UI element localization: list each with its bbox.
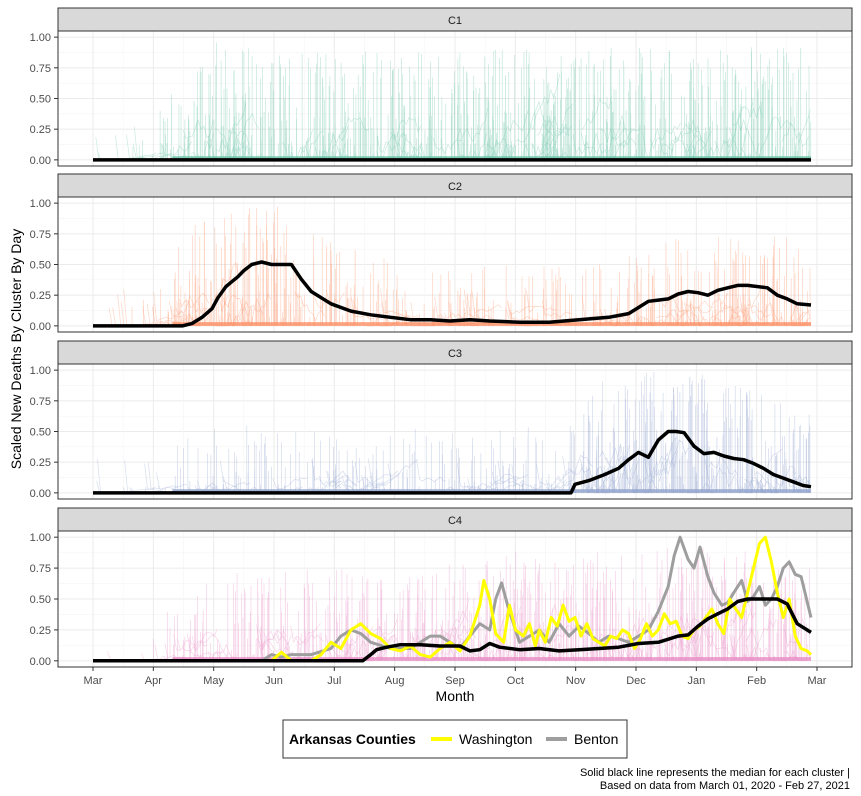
facet-panel-c4: C4 xyxy=(57,507,853,668)
median-line-c4 xyxy=(93,597,812,663)
facet-strip-label: C4 xyxy=(448,515,462,527)
y-tick-label: 1.00 xyxy=(30,32,51,44)
y-tick-label: 0.25 xyxy=(30,124,51,136)
panel-data xyxy=(93,535,813,663)
y-tick-label: 1.00 xyxy=(30,198,51,210)
legend-box xyxy=(282,719,628,759)
x-tick-label: Oct xyxy=(507,675,524,687)
facet-panel-c2: C2 xyxy=(57,173,853,333)
caption-line-2: Based on data from March 01, 2020 - Feb … xyxy=(600,780,850,792)
gridlines xyxy=(58,364,852,499)
y-tick-label: 0.75 xyxy=(30,229,51,241)
y-tick-label: 0.00 xyxy=(30,155,51,167)
legend-title: Arkansas Counties xyxy=(289,731,416,747)
y-axis-c4: 0.00 0.25 0.50 0.75 1.00 xyxy=(30,532,58,668)
facet-strip-label: C1 xyxy=(448,15,462,27)
y-tick-label: 0.25 xyxy=(30,457,51,469)
y-tick-label: 0.25 xyxy=(30,290,51,302)
x-tick-label: Aug xyxy=(385,675,405,687)
y-tick-label: 0.75 xyxy=(30,563,51,575)
gridlines xyxy=(58,31,852,166)
x-axis: Mar Apr May Jun Jul Aug Sep Oct Nov Dec Jan Feb Mar xyxy=(84,667,827,687)
x-tick-label: Dec xyxy=(626,675,646,687)
baseline-band xyxy=(172,489,812,493)
y-tick-label: 0.50 xyxy=(30,594,51,606)
y-axis-c3: 0.00 0.25 0.50 0.75 1.00 xyxy=(30,365,58,500)
county-traces-c3 xyxy=(145,372,811,493)
y-tick-label: 0.00 xyxy=(30,656,51,668)
x-axis-title: Month xyxy=(436,688,475,704)
x-tick-label: Feb xyxy=(747,675,766,687)
facet-strip-label: C2 xyxy=(448,181,462,193)
x-tick-label: Jan xyxy=(687,675,705,687)
y-tick-label: 0.50 xyxy=(30,94,51,106)
y-tick-label: 1.00 xyxy=(30,365,51,377)
y-tick-label: 0.25 xyxy=(30,625,51,637)
y-tick-label: 0.75 xyxy=(30,63,51,75)
y-tick-label: 0.50 xyxy=(30,260,51,272)
y-tick-label: 1.00 xyxy=(30,532,51,544)
panel-data xyxy=(93,42,812,162)
facet-strip-label: C3 xyxy=(448,348,462,360)
baseline-band xyxy=(172,322,812,326)
facet-panel-c3: C3 xyxy=(57,340,853,500)
x-tick-label: May xyxy=(203,675,224,687)
facet-panel-c1: C1 xyxy=(57,7,853,167)
x-tick-label: Apr xyxy=(145,675,162,687)
x-tick-label: Mar xyxy=(84,675,103,687)
legend-label-washington: Washington xyxy=(459,731,532,747)
y-tick-label: 0.00 xyxy=(30,488,51,500)
y-axis-title: Scaled New Deaths By Cluster By Day xyxy=(8,229,24,469)
y-axis-c1: 0.00 0.25 0.50 0.75 1.00 xyxy=(30,32,58,167)
y-tick-label: 0.75 xyxy=(30,396,51,408)
county-line-washington xyxy=(93,535,813,663)
legend-label-benton: Benton xyxy=(574,731,618,747)
baseline-band xyxy=(172,657,812,661)
panel-data xyxy=(93,206,812,328)
x-tick-label: Mar xyxy=(808,675,827,687)
caption-line-1: Solid black line represents the median f… xyxy=(580,767,850,779)
y-tick-label: 0.50 xyxy=(30,427,51,439)
median-line-c2 xyxy=(93,260,812,328)
y-tick-label: 0.00 xyxy=(30,321,51,333)
legend: Arkansas Counties Washington Benton xyxy=(282,719,628,759)
y-axis-c2: 0.00 0.25 0.50 0.75 1.00 xyxy=(30,198,58,333)
x-tick-label: Sep xyxy=(445,675,465,687)
baseline-band xyxy=(172,156,812,160)
x-tick-label: Jul xyxy=(327,675,341,687)
median-line-c3 xyxy=(93,429,812,495)
panel-data xyxy=(93,372,812,495)
x-tick-label: Nov xyxy=(566,675,586,687)
x-tick-label: Jun xyxy=(265,675,283,687)
